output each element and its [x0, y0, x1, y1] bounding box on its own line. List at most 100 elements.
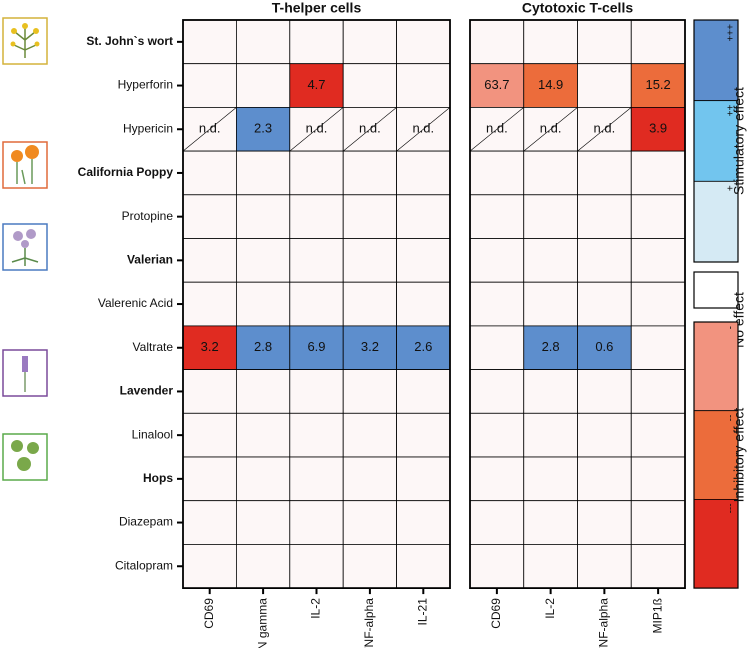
cell-value: 6.9	[307, 339, 325, 354]
cell	[289, 500, 344, 545]
cell	[523, 281, 578, 327]
cell	[469, 19, 525, 65]
row-label: California Poppy	[78, 165, 174, 179]
cell	[469, 369, 525, 414]
cell	[235, 500, 291, 545]
cell	[523, 544, 578, 589]
row-label: Lavender	[120, 384, 174, 398]
cell	[396, 369, 451, 414]
legend-level: ++	[726, 105, 737, 117]
cell	[182, 369, 237, 414]
legend-swatch	[693, 19, 739, 102]
cell	[342, 19, 398, 65]
row-label: St. John`s wort	[86, 34, 173, 48]
cell-label: n.d.	[359, 121, 381, 136]
icon	[11, 145, 39, 162]
cell	[235, 238, 291, 283]
cell-label: n.d.	[306, 121, 328, 136]
icon-frame	[2, 349, 48, 397]
legend-level: +++	[726, 24, 737, 42]
icon	[13, 28, 37, 58]
nd-slash	[577, 107, 632, 152]
cell	[235, 369, 291, 414]
cell	[182, 500, 237, 545]
cell	[630, 107, 686, 152]
cell	[577, 281, 632, 327]
plant-icons	[2, 17, 48, 481]
cell	[523, 369, 578, 414]
icon-frame	[2, 141, 48, 189]
cell	[630, 456, 686, 502]
panel-frame	[469, 19, 686, 589]
icon	[22, 356, 28, 372]
cell	[342, 369, 398, 414]
cell	[182, 19, 237, 65]
cell	[289, 19, 344, 65]
icon-frame	[2, 17, 48, 65]
cell	[577, 63, 632, 108]
icon	[16, 159, 33, 185]
cell	[182, 63, 237, 108]
cell	[523, 456, 578, 502]
cell	[235, 412, 291, 458]
legend-frame	[693, 321, 739, 589]
legend-swatch	[693, 271, 739, 309]
cell	[289, 63, 344, 108]
nd-slash	[469, 107, 524, 152]
cell	[577, 544, 632, 589]
cell	[342, 281, 398, 327]
cell-label: n.d.	[540, 121, 562, 136]
cell	[469, 150, 525, 196]
cell	[342, 325, 398, 370]
row-label: Protopine	[122, 209, 174, 223]
cell-value: 4.7	[307, 77, 325, 92]
legend-frame	[693, 271, 739, 309]
icon	[11, 440, 39, 471]
col-label: IL-21	[415, 598, 429, 626]
cell	[469, 63, 525, 108]
nd-slash	[289, 107, 344, 152]
cell	[289, 544, 344, 589]
row-label: Diazepam	[119, 515, 173, 529]
cell	[289, 238, 344, 283]
cell	[396, 412, 451, 458]
row-label: Citalopram	[115, 558, 173, 572]
cell	[630, 500, 686, 545]
legend-group-label: Stimulatory effect	[731, 87, 747, 195]
cell	[342, 150, 398, 196]
cell	[630, 238, 686, 283]
cell	[577, 19, 632, 65]
cell	[630, 19, 686, 65]
panel-title: Cytotoxic T-cells	[522, 0, 633, 16]
row-label: Hops	[143, 471, 173, 485]
col-label: IL-2	[543, 598, 557, 619]
cell	[235, 194, 291, 239]
cell	[342, 544, 398, 589]
cell	[235, 19, 291, 65]
cell	[289, 325, 344, 370]
cell	[523, 238, 578, 283]
cell	[630, 325, 686, 370]
cell	[577, 412, 632, 458]
cell-value: 2.8	[254, 339, 272, 354]
cell	[289, 369, 344, 414]
cell	[182, 150, 237, 196]
col-label: MIP1ß	[650, 598, 664, 633]
icon	[10, 23, 40, 47]
cell	[342, 412, 398, 458]
col-label: IFN gamma	[255, 598, 269, 648]
col-label: IL-2	[309, 598, 323, 619]
cell-label: n.d.	[412, 121, 434, 136]
cell-value: 2.6	[414, 339, 432, 354]
cell-value: 3.9	[649, 121, 667, 136]
cell	[469, 544, 525, 589]
legend-frame	[693, 19, 739, 263]
cell	[235, 281, 291, 327]
cell-label: n.d.	[594, 121, 616, 136]
cell	[342, 500, 398, 545]
row-label: Hypericin	[123, 121, 173, 135]
cell	[182, 194, 237, 239]
cell-value: 63.7	[484, 77, 509, 92]
col-label: CD69	[202, 598, 216, 629]
